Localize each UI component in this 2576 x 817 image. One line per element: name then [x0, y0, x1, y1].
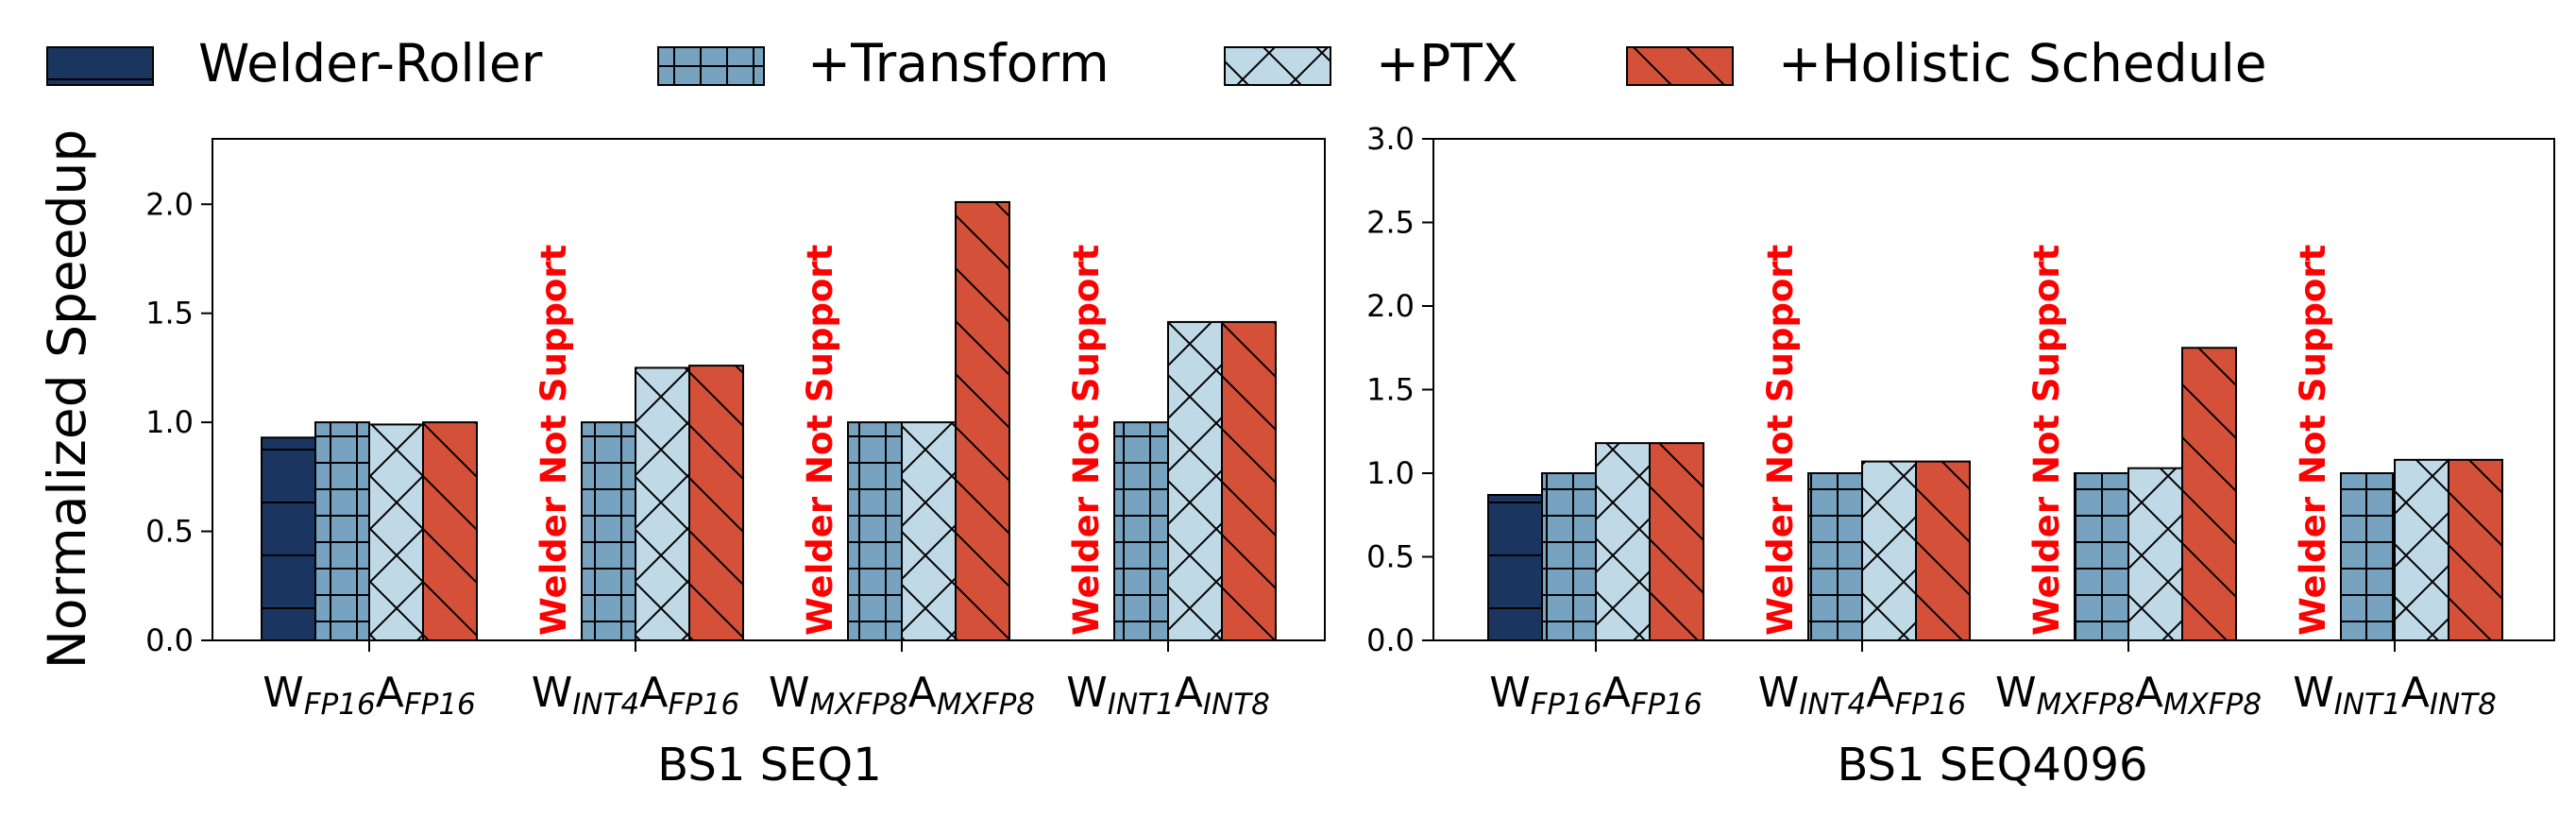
panel-1: 0.0 0.5 1.0 1.5 2.0 WFP16AFP16 Welder Not Supp…	[37, 129, 1326, 791]
bar--holistic-schedule	[1915, 460, 1971, 641]
bar--ptx	[1861, 460, 1917, 641]
bar--holistic-schedule	[688, 365, 744, 641]
bar--ptx	[2394, 458, 2449, 641]
welder-not-support-label: Welder Not Support	[2026, 245, 2067, 636]
bar--holistic-schedule	[955, 200, 1010, 641]
y-tick-label: 2.0	[145, 186, 194, 222]
legend-label-4: +Holistic Schedule	[1778, 33, 2267, 94]
bar-welder-roller	[1487, 494, 1543, 642]
x-tick-label: WMXFP8AMXFP8	[769, 669, 1035, 722]
legend-swatch-4	[1626, 46, 1734, 86]
bar--holistic-schedule	[2181, 347, 2237, 641]
chart-panels: 0.0 0.5 1.0 1.5 2.0 WFP16AFP16 Welder Not Supp…	[37, 121, 2555, 791]
y-axis-label: Normalized Speedup	[37, 129, 97, 670]
welder-not-support-label: Welder Not Support	[534, 245, 574, 636]
y-tick-label: 0.5	[145, 514, 194, 550]
plot-frame	[1432, 138, 2555, 641]
bar--ptx	[1595, 442, 1651, 642]
welder-not-support-label: Welder Not Support	[2293, 245, 2333, 636]
bar--ptx	[368, 423, 424, 641]
x-tick-label: WINT4AFP16	[1758, 669, 1967, 722]
y-tick-label: 1.5	[1366, 372, 1415, 408]
x-axis-label: BS1 SEQ1	[657, 739, 881, 791]
bar--transform	[1113, 421, 1169, 641]
legend: Welder-Roller +Transform +PTX +Holistic Sch…	[46, 33, 2267, 94]
welder-not-support-label: Welder Not Support	[1066, 245, 1107, 636]
bar--transform	[2340, 472, 2396, 641]
y-tick-label: 0.0	[145, 622, 194, 658]
x-tick-label: WMXFP8AMXFP8	[1995, 669, 2262, 722]
legend-label-2: +Transform	[807, 33, 1110, 94]
x-tick-label: WINT4AFP16	[532, 669, 740, 722]
y-tick-label: 1.5	[145, 296, 194, 332]
x-tick-label: WINT1AINT8	[2293, 669, 2497, 722]
x-tick-label: WFP16AFP16	[1489, 669, 1703, 722]
welder-not-support-label: Welder Not Support	[800, 245, 840, 636]
bar--holistic-schedule	[1649, 442, 1704, 642]
y-tick-label: 0.5	[1366, 539, 1415, 575]
y-tick-label: 1.0	[1366, 455, 1415, 491]
legend-swatch-3	[1224, 46, 1331, 86]
bar--transform	[847, 421, 903, 641]
bar--holistic-schedule	[2448, 458, 2503, 641]
y-tick-label: 2.5	[1366, 205, 1415, 241]
legend-swatch-2	[657, 46, 765, 86]
bar--ptx	[2127, 467, 2183, 641]
y-tick-label: 3.0	[1366, 121, 1415, 157]
legend-swatch-1	[46, 46, 154, 86]
legend-label-1: Welder-Roller	[198, 33, 543, 94]
bar--transform	[581, 421, 636, 641]
bar--holistic-schedule	[1221, 320, 1277, 641]
bar--ptx	[1167, 320, 1223, 641]
y-tick-label: 1.0	[145, 404, 194, 440]
bar--ptx	[635, 366, 690, 641]
y-tick-label: 0.0	[1366, 622, 1415, 658]
panel-2: 0.0 0.5 1.0 1.5 2.0 2.5 3.0 WFP16AFP16 Welder No…	[1366, 121, 2555, 791]
bar--holistic-schedule	[422, 421, 478, 641]
plot-frame	[212, 138, 1326, 641]
bar--transform	[2074, 472, 2129, 641]
welder-not-support-label: Welder Not Support	[1760, 245, 1801, 636]
x-tick-label: WINT1AINT8	[1066, 669, 1270, 722]
bar--transform	[314, 421, 370, 641]
x-axis-label: BS1 SEQ4096	[1837, 739, 2147, 791]
bar-welder-roller	[261, 436, 316, 641]
bar--transform	[1807, 472, 1863, 641]
bar--transform	[1541, 472, 1597, 641]
x-tick-label: WFP16AFP16	[263, 669, 476, 722]
bar--ptx	[901, 421, 957, 641]
legend-label-3: +PTX	[1376, 33, 1518, 94]
y-tick-label: 2.0	[1366, 288, 1415, 324]
